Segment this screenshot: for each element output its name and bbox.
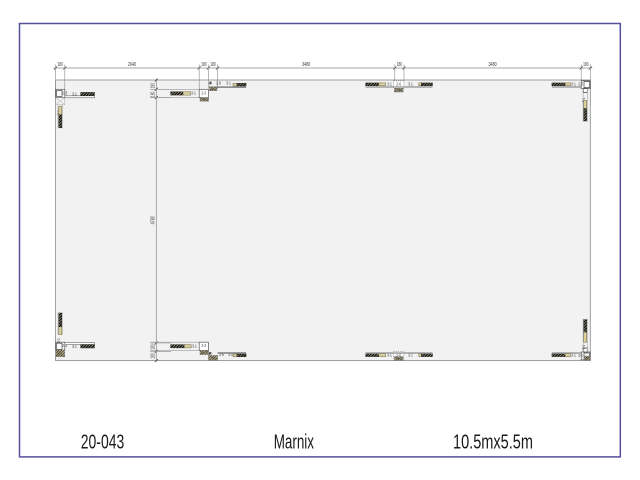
svg-text:3-1: 3-1 [581, 97, 586, 102]
svg-text:180: 180 [150, 92, 156, 98]
svg-text:2-6: 2-6 [396, 82, 401, 87]
svg-text:3-1: 3-1 [387, 82, 392, 87]
svg-text:180: 180 [210, 62, 216, 68]
svg-text:3480: 3480 [489, 62, 497, 68]
svg-text:180: 180 [150, 83, 156, 89]
svg-text:2-6: 2-6 [396, 352, 401, 357]
svg-text:2-3: 2-3 [578, 82, 583, 87]
svg-text:2-3: 2-3 [201, 90, 206, 95]
svg-text:2-3: 2-3 [62, 343, 67, 348]
svg-text:20-043: 20-043 [81, 432, 124, 454]
svg-text:2-3: 2-3 [62, 90, 67, 95]
svg-text:2-3: 2-3 [201, 343, 206, 348]
svg-text:3-1: 3-1 [56, 338, 61, 343]
svg-text:3-1: 3-1 [72, 344, 77, 349]
svg-text:3-1: 3-1 [72, 91, 77, 96]
svg-text:2-6: 2-6 [216, 80, 221, 85]
svg-text:4780: 4780 [150, 216, 156, 224]
svg-text:3-1: 3-1 [387, 352, 392, 357]
svg-text:10.5mx5.5m: 10.5mx5.5m [453, 432, 533, 454]
svg-text:2-4: 2-4 [578, 353, 583, 358]
svg-text:180: 180 [58, 62, 64, 68]
svg-text:3-1: 3-1 [228, 352, 233, 357]
svg-text:180: 180 [583, 62, 589, 68]
svg-text:3-1: 3-1 [571, 352, 576, 357]
svg-text:3-1: 3-1 [581, 344, 586, 349]
svg-text:3-1: 3-1 [571, 82, 576, 87]
svg-text:2640: 2640 [128, 62, 136, 68]
svg-text:3480: 3480 [302, 62, 310, 68]
svg-text:3-1: 3-1 [191, 91, 196, 96]
svg-text:180: 180 [150, 344, 156, 350]
svg-text:Marnix: Marnix [274, 432, 314, 454]
svg-text:3-1: 3-1 [408, 352, 413, 357]
svg-text:2-6: 2-6 [219, 352, 224, 357]
svg-text:180: 180 [150, 353, 156, 359]
svg-text:3-1: 3-1 [192, 344, 197, 349]
svg-text:180: 180 [201, 62, 207, 68]
svg-text:180: 180 [397, 62, 403, 68]
svg-text:3-1: 3-1 [56, 110, 61, 115]
svg-text:3-1: 3-1 [408, 82, 413, 87]
svg-text:3-1: 3-1 [226, 80, 231, 85]
